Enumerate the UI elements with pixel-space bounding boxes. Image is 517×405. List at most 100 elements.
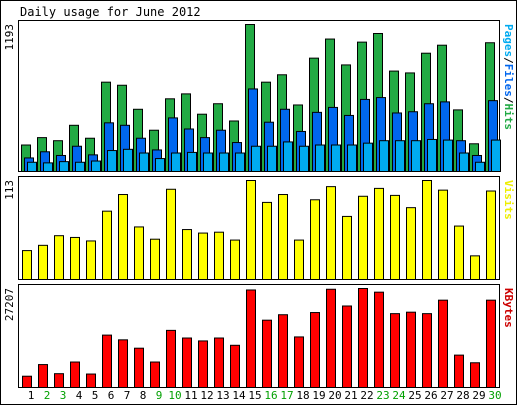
bar-visits-visits-day-27: [438, 189, 448, 280]
bar-hits-pages-day-27: [443, 139, 453, 172]
bar-hits-pages-day-2: [43, 162, 53, 172]
bar-kbytes-kbytes-day-7: [118, 339, 128, 389]
bar-kbytes-kbytes-day-26: [422, 313, 432, 389]
legend-kbytes-0: KBytes: [502, 288, 515, 328]
bar-visits-visits-day-21: [342, 215, 352, 280]
panel-visits-frame: [18, 176, 500, 280]
bar-visits-visits-day-19: [310, 199, 320, 280]
x-tick-label-day-25: 25: [408, 389, 421, 402]
bar-hits-pages-day-23: [379, 140, 389, 173]
x-tick-label-day-2: 2: [44, 389, 51, 402]
bar-hits-pages-day-11: [187, 151, 197, 173]
bar-visits-visits-day-24: [390, 194, 400, 280]
bar-kbytes-kbytes-day-4: [70, 361, 80, 389]
panel-hits-max-label: 1193: [3, 24, 16, 51]
x-tick-label-day-17: 17: [280, 389, 293, 402]
bar-kbytes-kbytes-day-15: [246, 289, 256, 389]
x-tick-label-day-16: 16: [264, 389, 277, 402]
legend-hits-2: Files: [502, 64, 515, 97]
panel-kbytes-frame: [18, 284, 500, 388]
bar-kbytes-kbytes-day-3: [54, 373, 64, 388]
bar-visits-visits-day-11: [182, 229, 192, 281]
x-tick-label-day-21: 21: [344, 389, 357, 402]
bar-visits-visits-day-4: [70, 236, 80, 280]
bar-visits-visits-day-20: [326, 186, 336, 280]
bar-hits-pages-day-14: [235, 152, 245, 172]
x-tick-label-day-5: 5: [92, 389, 99, 402]
bar-hits-pages-day-15: [251, 145, 261, 173]
bar-hits-pages-day-16: [267, 145, 277, 173]
bar-kbytes-kbytes-day-23: [374, 291, 384, 389]
bar-hits-pages-day-4: [75, 161, 85, 172]
bar-kbytes-kbytes-day-24: [390, 313, 400, 389]
x-tick-label-day-14: 14: [232, 389, 246, 402]
chart-title: Daily usage for June 2012: [20, 5, 201, 19]
legend-hits-1: /: [502, 57, 515, 64]
bar-hits-pages-day-21: [347, 144, 357, 173]
x-tick-label-day-9: 9: [156, 389, 163, 402]
panel-hits-legend: Pages/Files/Hits: [502, 24, 515, 130]
x-tick-label-day-15: 15: [248, 389, 261, 402]
bar-hits-pages-day-9: [155, 158, 165, 172]
bar-visits-visits-day-22: [358, 195, 368, 280]
bar-hits-pages-day-20: [331, 144, 341, 173]
x-tick-label-day-26: 26: [424, 389, 437, 402]
bar-visits-visits-day-17: [278, 194, 288, 280]
bar-kbytes-kbytes-day-27: [438, 299, 448, 388]
bar-hits-pages-day-12: [203, 152, 213, 172]
bar-hits-pages-day-22: [363, 142, 373, 173]
bar-visits-visits-day-2: [38, 244, 48, 281]
bar-hits-pages-day-29: [475, 161, 485, 172]
x-tick-label-day-29: 29: [472, 389, 485, 402]
x-tick-label-day-28: 28: [456, 389, 469, 402]
bar-visits-visits-day-6: [102, 210, 112, 280]
x-tick-label-day-6: 6: [108, 389, 115, 402]
bar-hits-pages-day-17: [283, 141, 293, 172]
bar-visits-visits-day-3: [54, 235, 64, 280]
bar-kbytes-kbytes-day-14: [230, 344, 240, 389]
bar-visits-visits-day-28: [454, 225, 464, 281]
bar-visits-visits-day-23: [374, 187, 384, 280]
legend-visits-0: Visits: [502, 180, 515, 220]
bar-hits-pages-day-24: [395, 140, 405, 173]
bar-visits-visits-day-5: [86, 240, 96, 280]
bar-kbytes-kbytes-day-30: [486, 299, 496, 388]
x-tick-label-day-1: 1: [28, 389, 35, 402]
bar-visits-visits-day-30: [486, 190, 496, 280]
bar-kbytes-kbytes-day-29: [470, 362, 480, 389]
bar-hits-pages-day-8: [139, 152, 149, 172]
x-tick-label-day-20: 20: [328, 389, 341, 402]
bar-visits-visits-day-29: [470, 255, 480, 281]
bar-hits-pages-day-1: [27, 161, 37, 172]
bar-hits-pages-day-6: [107, 150, 117, 173]
bar-kbytes-kbytes-day-10: [166, 329, 176, 388]
bar-hits-pages-day-19: [315, 144, 325, 173]
x-tick-label-day-11: 11: [184, 389, 197, 402]
x-tick-label-day-7: 7: [124, 389, 131, 402]
bar-visits-visits-day-15: [246, 180, 256, 280]
bar-hits-pages-day-25: [411, 140, 421, 173]
x-tick-label-day-18: 18: [296, 389, 309, 402]
bar-visits-visits-day-8: [134, 226, 144, 280]
bar-kbytes-kbytes-day-21: [342, 305, 352, 389]
bar-visits-visits-day-25: [406, 207, 416, 280]
bar-visits-visits-day-14: [230, 239, 240, 281]
bar-kbytes-kbytes-day-8: [134, 347, 144, 389]
bar-hits-pages-day-28: [459, 152, 469, 172]
bar-kbytes-kbytes-day-9: [150, 361, 160, 389]
bar-kbytes-kbytes-day-2: [38, 364, 48, 388]
panel-kbytes-max-label: 27207: [3, 288, 16, 321]
bar-visits-visits-day-13: [214, 231, 224, 280]
panel-visits-max-label: 113: [3, 180, 16, 200]
legend-hits-3: /: [502, 97, 515, 104]
x-tick-label-day-24: 24: [392, 389, 406, 402]
bar-kbytes-kbytes-day-6: [102, 334, 112, 388]
x-tick-label-day-3: 3: [60, 389, 67, 402]
x-tick-label-day-4: 4: [76, 389, 83, 402]
bar-hits-pages-day-10: [171, 152, 181, 172]
x-tick-label-day-8: 8: [140, 389, 147, 402]
bar-hits-pages-day-26: [427, 138, 437, 172]
bar-hits-pages-day-3: [59, 161, 69, 173]
